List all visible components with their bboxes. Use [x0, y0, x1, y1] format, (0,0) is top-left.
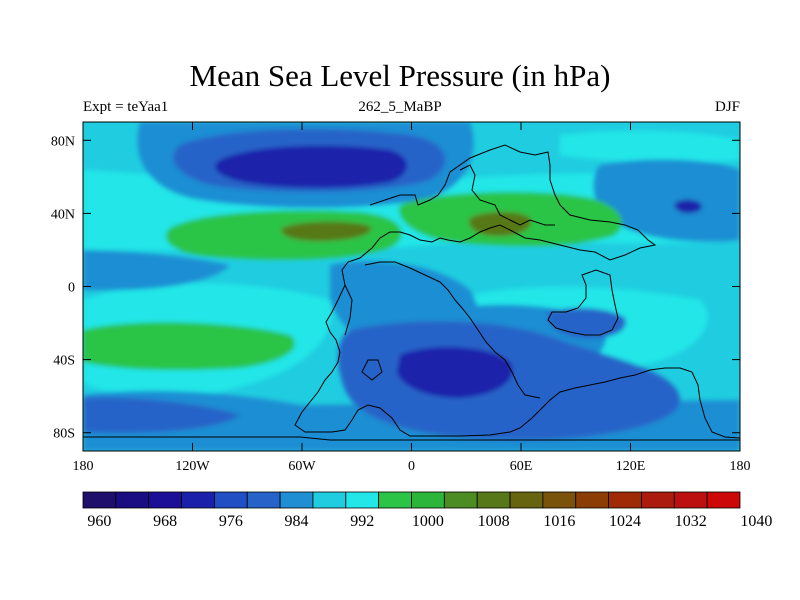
- colorbar-swatch: [411, 491, 445, 509]
- contour-976-southwest: [83, 397, 240, 433]
- plot-title: Mean Sea Level Pressure (in hPa): [189, 58, 611, 93]
- colorbar-swatch: [575, 491, 609, 509]
- coastlines: [83, 144, 740, 441]
- colorbar-swatch: [246, 491, 281, 509]
- x-tick-label: 120E: [616, 459, 646, 474]
- y-tick-label: 80S: [53, 427, 75, 442]
- colorbar-swatch: [181, 491, 215, 509]
- colorbar-label: 1032: [675, 513, 707, 530]
- colorbar-swatch: [115, 491, 150, 509]
- colorbar-label: 984: [285, 513, 309, 530]
- land-outline-africa: [439, 281, 541, 399]
- y-tick-label: 80N: [51, 134, 75, 149]
- colorbar-label: 976: [219, 513, 243, 530]
- time-period-label: 262_5_MaBP: [358, 99, 442, 115]
- colorbar-label: 1040: [740, 513, 772, 530]
- colorbar-swatch: [608, 491, 642, 509]
- contour-992-arctic-east: [560, 130, 740, 163]
- colorbar-swatch: [641, 491, 675, 509]
- colorbar-swatch: [148, 491, 182, 509]
- experiment-label: Expt = teYaa1: [83, 99, 169, 115]
- land-outline-inner: [344, 261, 441, 381]
- contour-976-east-pacific-cell: [674, 199, 703, 214]
- colorbar-swatch: [378, 491, 412, 509]
- y-tick-label: 40S: [53, 354, 75, 369]
- colorbar-swatch: [509, 491, 544, 509]
- land-outline-main: [294, 144, 740, 439]
- colorbar-swatch: [279, 491, 314, 509]
- y-tick-label: 40N: [51, 207, 75, 222]
- colorbar-label: 1024: [609, 513, 641, 530]
- season-label: DJF: [714, 99, 740, 115]
- contour-1000-pacific-south: [83, 322, 295, 370]
- contour-984-pacific-east: [83, 250, 230, 291]
- x-tick-label: 0: [408, 459, 415, 474]
- filled-contours: [83, 122, 740, 451]
- land-outline-asia-north: [459, 164, 555, 226]
- colorbar-swatch: [312, 491, 347, 509]
- colorbar-label: 1016: [543, 513, 575, 530]
- colorbar-swatch: [542, 491, 577, 509]
- contour-984-siberia: [593, 159, 740, 242]
- colorbar-swatch: [706, 491, 741, 509]
- contour-968-arctic-core: [215, 145, 407, 188]
- axis-ticks: 180 120W 60W 0 60E 120E 180 80N 40N 0 40S 80S: [51, 122, 751, 474]
- colorbar-label: 992: [350, 513, 374, 530]
- colorbar-swatch: [213, 491, 248, 509]
- x-tick-label: 60E: [510, 459, 533, 474]
- colorbar-label: 968: [153, 513, 177, 530]
- colorbar-label: 1000: [412, 513, 444, 530]
- x-tick-label: 120W: [175, 459, 210, 474]
- colorbar-label: 1008: [478, 513, 510, 530]
- colorbar-swatch: [345, 491, 380, 509]
- x-tick-label: 180: [730, 459, 751, 474]
- colorbar-swatch: [82, 491, 117, 509]
- y-tick-label: 0: [68, 281, 75, 296]
- x-tick-label: 60W: [288, 459, 316, 474]
- contour-968-southern-core: [397, 346, 513, 398]
- colorbar-swatch: [476, 491, 511, 509]
- land-outline-australia: [547, 269, 619, 336]
- colorbar-swatch: [673, 491, 708, 509]
- colorbar-label: 960: [87, 513, 111, 530]
- colorbar: 960 968 976 984 992 1000 1008 1016 1024 1032 1040: [82, 491, 772, 530]
- contour-1008-pacific-core: [281, 221, 371, 241]
- x-tick-label: 180: [73, 459, 94, 474]
- colorbar-swatch: [443, 491, 478, 509]
- land-outline-antarctic: [83, 436, 740, 441]
